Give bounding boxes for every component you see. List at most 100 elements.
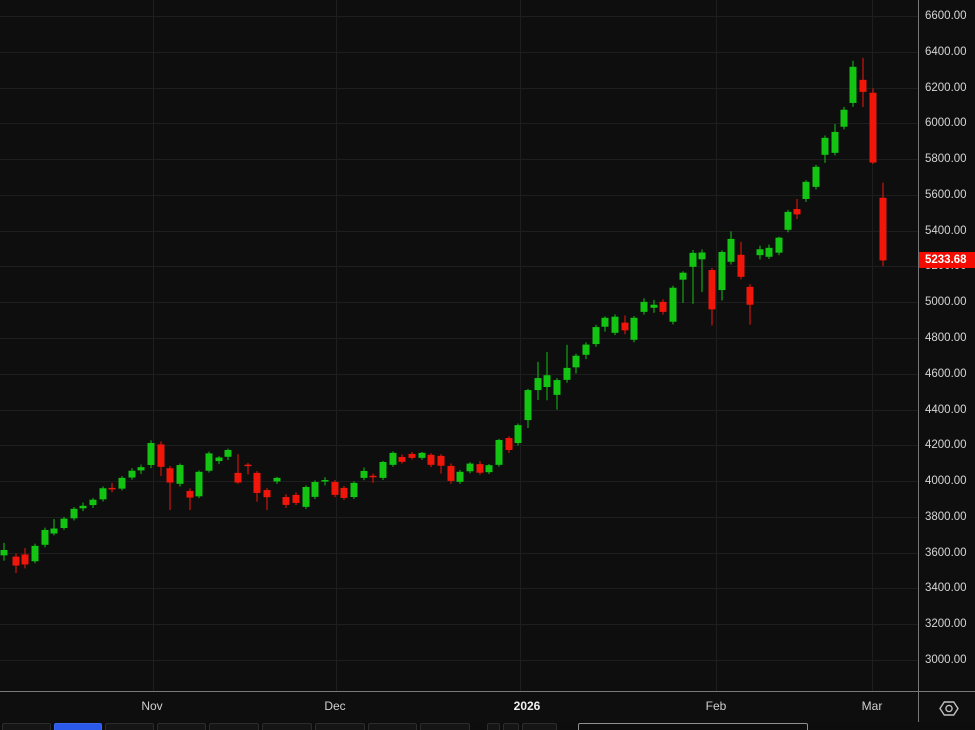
toolbar-cell[interactable] [315, 723, 365, 730]
candle [746, 284, 754, 325]
price-tick-label: 5000.00 [925, 296, 967, 309]
chart-canvas[interactable] [0, 0, 918, 691]
price-axis[interactable]: 6600.00 6400.00 6200.00 6000.00 5800.00 5600.… [919, 0, 975, 691]
time-tick-label: Feb [705, 699, 727, 713]
candle [447, 463, 455, 484]
price-axis-border [918, 0, 919, 722]
toolbar-cell[interactable] [209, 723, 259, 730]
candle [157, 441, 165, 477]
toolbar-cell[interactable] [578, 723, 808, 730]
price-tick-label: 3000.00 [925, 654, 967, 666]
price-tick-label: 4600.00 [925, 367, 967, 380]
price-tick-label: 4000.00 [925, 475, 967, 488]
price-tick-label: 4400.00 [925, 403, 967, 416]
price-tick-label: 6400.00 [925, 45, 967, 58]
candle [166, 465, 174, 511]
toolbar-cell[interactable] [368, 723, 417, 730]
candle [821, 135, 829, 163]
candle [879, 182, 887, 267]
candle [418, 451, 426, 460]
toolbar-cell[interactable] [487, 723, 500, 730]
candle [630, 315, 638, 343]
candle [41, 527, 49, 548]
time-tick-label: Dec [324, 699, 346, 713]
candle [659, 299, 667, 315]
candle [563, 344, 571, 383]
toolbar-cell[interactable] [105, 723, 154, 730]
candle [640, 298, 648, 315]
candle [592, 324, 600, 347]
candle [137, 464, 145, 474]
candle [476, 461, 484, 475]
price-tick-label: 4800.00 [925, 332, 967, 344]
candle [302, 485, 310, 509]
price-tick-label: 5800.00 [925, 153, 967, 166]
candle [369, 473, 377, 483]
candle [543, 351, 551, 401]
price-scale-settings-button[interactable] [936, 699, 962, 718]
candle [765, 244, 773, 260]
price-tick-label: 3200.00 [925, 618, 967, 631]
candle [737, 241, 745, 280]
candle [79, 502, 87, 512]
candle [350, 481, 358, 499]
candle [775, 236, 783, 256]
price-tick-label: 6600.00 [925, 10, 967, 22]
candle [505, 436, 513, 453]
candle [118, 476, 126, 491]
candle [398, 454, 406, 464]
candle [263, 487, 271, 511]
candle [292, 492, 300, 506]
candle [99, 486, 107, 502]
candle [360, 467, 368, 481]
candle [340, 485, 348, 500]
candle [802, 180, 810, 202]
toolbar-cell[interactable] [157, 723, 206, 730]
candle [195, 470, 203, 499]
candle [331, 480, 339, 498]
price-tick-label: 6000.00 [925, 117, 967, 130]
candle [244, 462, 252, 475]
candle [849, 60, 857, 107]
last-price-badge: 5233.68 [919, 252, 975, 269]
candle [669, 285, 677, 325]
candle [89, 498, 97, 508]
toolbar-cell[interactable] [420, 723, 470, 730]
hexagon-settings-icon [939, 701, 959, 716]
candle [840, 106, 848, 130]
candle [859, 57, 867, 108]
candle [582, 342, 590, 360]
toolbar-cell[interactable] [2, 723, 51, 730]
candle [727, 231, 735, 265]
toolbar-cell-active[interactable] [54, 723, 102, 730]
candle [21, 548, 29, 569]
candle [408, 451, 416, 460]
candle [485, 463, 493, 474]
price-tick-label: 3600.00 [925, 546, 967, 559]
candle [437, 454, 445, 474]
candle [679, 271, 687, 303]
candle [311, 480, 319, 499]
candle [784, 209, 792, 233]
candle [621, 315, 629, 335]
toolbar-cell[interactable] [503, 723, 519, 730]
candle [524, 388, 532, 428]
price-tick-label: 4200.00 [925, 439, 967, 452]
candle [128, 468, 136, 480]
candle [224, 448, 232, 461]
candle [282, 494, 290, 508]
candle [108, 482, 116, 493]
bottom-toolbar-strip[interactable] [0, 722, 975, 730]
toolbar-cell[interactable] [522, 723, 557, 730]
candle [553, 378, 561, 410]
candle [495, 438, 503, 467]
candle [534, 361, 542, 400]
candle [456, 470, 464, 484]
candle [273, 476, 281, 484]
toolbar-cell[interactable] [262, 723, 312, 730]
candle [12, 553, 20, 574]
time-axis[interactable]: Nov Dec 2026 Feb Mar [0, 692, 918, 722]
time-tick-label: Mar [861, 699, 883, 713]
candle [379, 460, 387, 481]
